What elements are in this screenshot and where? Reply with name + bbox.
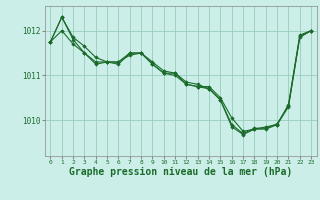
X-axis label: Graphe pression niveau de la mer (hPa): Graphe pression niveau de la mer (hPa) (69, 167, 292, 177)
